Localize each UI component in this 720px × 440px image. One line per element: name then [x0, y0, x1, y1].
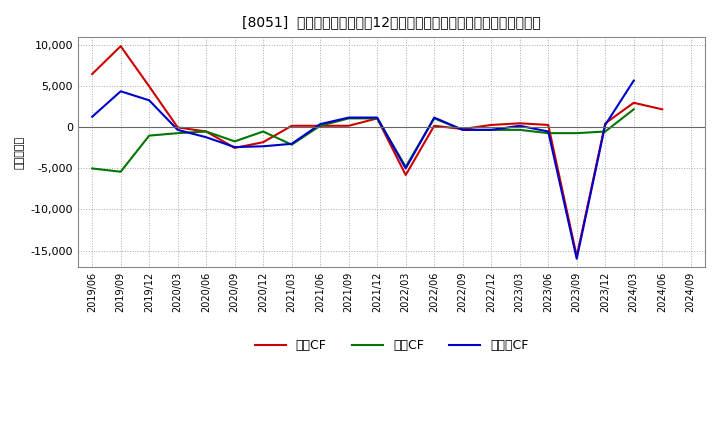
投資CF	[202, 129, 210, 134]
フリーCF	[88, 114, 96, 119]
営業CF	[459, 126, 467, 132]
投資CF	[629, 107, 638, 112]
投資CF	[544, 131, 552, 136]
営業CF	[145, 84, 153, 89]
Title: [8051]  キャッシュフローの12か月移動合計の対前年同期増減額の推移: [8051] キャッシュフローの12か月移動合計の対前年同期増減額の推移	[242, 15, 541, 29]
フリーCF	[430, 115, 438, 120]
営業CF	[316, 123, 325, 128]
投資CF	[174, 131, 182, 136]
フリーCF	[174, 127, 182, 132]
投資CF	[117, 169, 125, 174]
営業CF	[259, 139, 268, 145]
Line: 投資CF: 投資CF	[92, 110, 634, 172]
投資CF	[373, 116, 382, 121]
フリーCF	[544, 129, 552, 134]
フリーCF	[259, 143, 268, 149]
投資CF	[316, 123, 325, 128]
Line: 営業CF: 営業CF	[92, 46, 662, 256]
営業CF	[117, 44, 125, 49]
フリーCF	[629, 78, 638, 83]
営業CF	[287, 123, 296, 128]
営業CF	[601, 121, 610, 126]
投資CF	[287, 142, 296, 147]
フリーCF	[373, 115, 382, 120]
営業CF	[658, 107, 667, 112]
フリーCF	[401, 166, 410, 171]
営業CF	[487, 122, 495, 128]
フリーCF	[344, 115, 353, 120]
フリーCF	[117, 88, 125, 94]
投資CF	[145, 133, 153, 138]
営業CF	[516, 121, 524, 126]
フリーCF	[287, 141, 296, 147]
投資CF	[516, 127, 524, 132]
投資CF	[401, 164, 410, 169]
営業CF	[572, 253, 581, 259]
営業CF	[174, 125, 182, 130]
フリーCF	[459, 127, 467, 132]
フリーCF	[516, 123, 524, 128]
Y-axis label: （百万円）: （百万円）	[15, 136, 25, 169]
フリーCF	[145, 98, 153, 103]
投資CF	[459, 127, 467, 132]
投資CF	[572, 131, 581, 136]
投資CF	[430, 116, 438, 121]
投資CF	[344, 116, 353, 121]
投資CF	[487, 127, 495, 132]
フリーCF	[601, 122, 610, 128]
投資CF	[259, 129, 268, 134]
営業CF	[202, 129, 210, 134]
投資CF	[230, 139, 239, 144]
営業CF	[401, 172, 410, 178]
営業CF	[373, 116, 382, 121]
営業CF	[88, 71, 96, 77]
フリーCF	[487, 127, 495, 132]
Line: フリーCF: フリーCF	[92, 81, 634, 259]
フリーCF	[202, 135, 210, 140]
営業CF	[430, 123, 438, 128]
営業CF	[629, 100, 638, 106]
営業CF	[544, 122, 552, 128]
Legend: 営業CF, 投資CF, フリーCF: 営業CF, 投資CF, フリーCF	[250, 334, 534, 357]
投資CF	[88, 166, 96, 171]
投資CF	[601, 129, 610, 134]
営業CF	[230, 145, 239, 150]
フリーCF	[316, 121, 325, 127]
フリーCF	[230, 144, 239, 150]
フリーCF	[572, 256, 581, 261]
営業CF	[344, 123, 353, 128]
